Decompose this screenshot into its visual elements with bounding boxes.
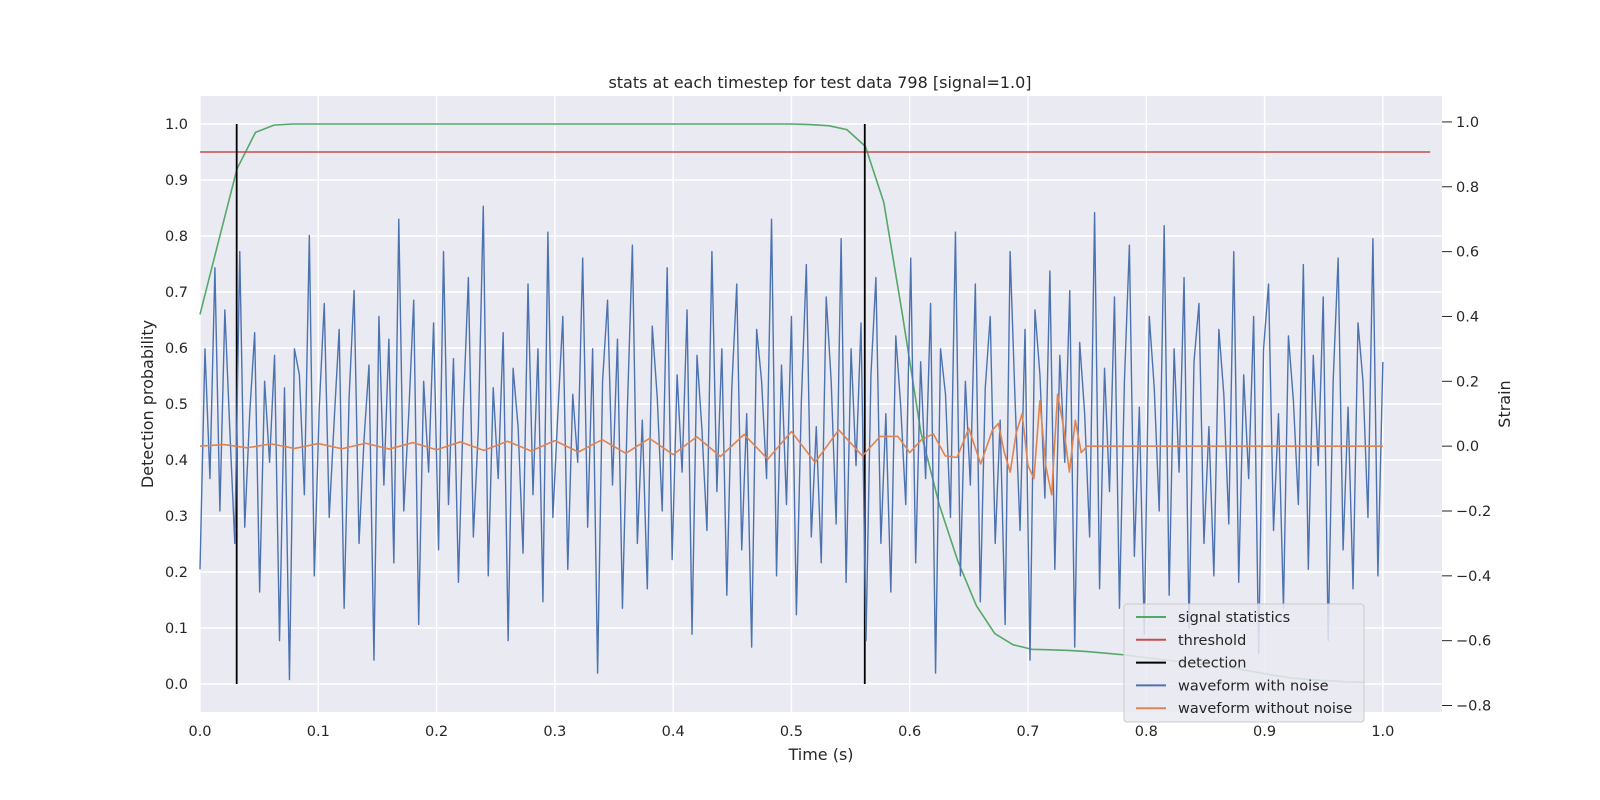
x-tick-label: 0.4 (662, 724, 685, 740)
legend-label: threshold (1178, 633, 1246, 649)
y-tick-label: 0.0 (165, 677, 188, 693)
legend-label: signal statistics (1178, 610, 1290, 626)
y2-tick-label: 0.0 (1456, 439, 1479, 455)
y2-tick-label: −0.2 (1456, 504, 1491, 520)
waveform-with-noise-line (199, 205, 1384, 681)
y2-tick-label: 0.4 (1456, 309, 1479, 325)
y-tick-label: 0.6 (165, 341, 188, 357)
waveform-without-noise-line (199, 393, 1383, 496)
y-tick-label: 0.2 (165, 565, 188, 581)
x-tick-label: 0.0 (188, 724, 211, 740)
x-tick-label: 0.2 (425, 724, 448, 740)
y2-tick-label: 1.0 (1456, 115, 1479, 131)
y-tick-label: 1.0 (165, 117, 188, 133)
x-tick-label: 1.0 (1371, 724, 1394, 740)
y-tick-label: 0.4 (165, 453, 188, 469)
y2-tick-label: 0.6 (1456, 245, 1479, 261)
legend: signal statistics threshold detection wavef… (1123, 603, 1365, 723)
x-tick-label: 0.7 (1016, 724, 1039, 740)
y-tick-label: 0.3 (165, 509, 188, 525)
legend-label: waveform without noise (1178, 701, 1352, 717)
series-layer (199, 123, 1431, 684)
y2-axis: −0.8 −0.6 −0.4 −0.2 0.0 0.2 0.4 0.6 0.8 1.0 (1442, 115, 1491, 715)
y-tick-label: 0.7 (165, 285, 188, 301)
y-tick-label: 0.1 (165, 621, 188, 637)
x-tick-label: 0.1 (307, 724, 330, 740)
y-axis-label: Detection probability (138, 320, 157, 488)
x-axis-label: Time (s) (787, 745, 853, 764)
y2-tick-label: −0.8 (1456, 699, 1491, 715)
x-axis: 0.0 0.1 0.2 0.3 0.4 0.5 0.6 0.7 0.8 0.9 1.0 (188, 724, 1394, 740)
y2-axis-label: Strain (1495, 380, 1514, 427)
x-tick-label: 0.3 (543, 724, 566, 740)
legend-label: detection (1178, 656, 1246, 672)
x-tick-label: 0.6 (898, 724, 921, 740)
y2-tick-label: −0.6 (1456, 634, 1491, 650)
y-tick-label: 0.8 (165, 229, 188, 245)
x-tick-label: 0.5 (780, 724, 803, 740)
legend-label: waveform with noise (1178, 678, 1329, 694)
x-tick-label: 0.8 (1135, 724, 1158, 740)
y2-tick-label: 0.2 (1456, 374, 1479, 390)
y2-tick-label: −0.4 (1456, 569, 1491, 585)
x-tick-label: 0.9 (1253, 724, 1276, 740)
y2-tick-label: 0.8 (1456, 180, 1479, 196)
y-tick-label: 0.9 (165, 173, 188, 189)
y-axis: 0.0 0.1 0.2 0.3 0.4 0.5 0.6 0.7 0.8 0.9 1.0 (165, 117, 188, 693)
y-tick-label: 0.5 (165, 397, 188, 413)
legend-box (1123, 603, 1365, 723)
chart-title: stats at each timestep for test data 798… (608, 73, 1031, 92)
